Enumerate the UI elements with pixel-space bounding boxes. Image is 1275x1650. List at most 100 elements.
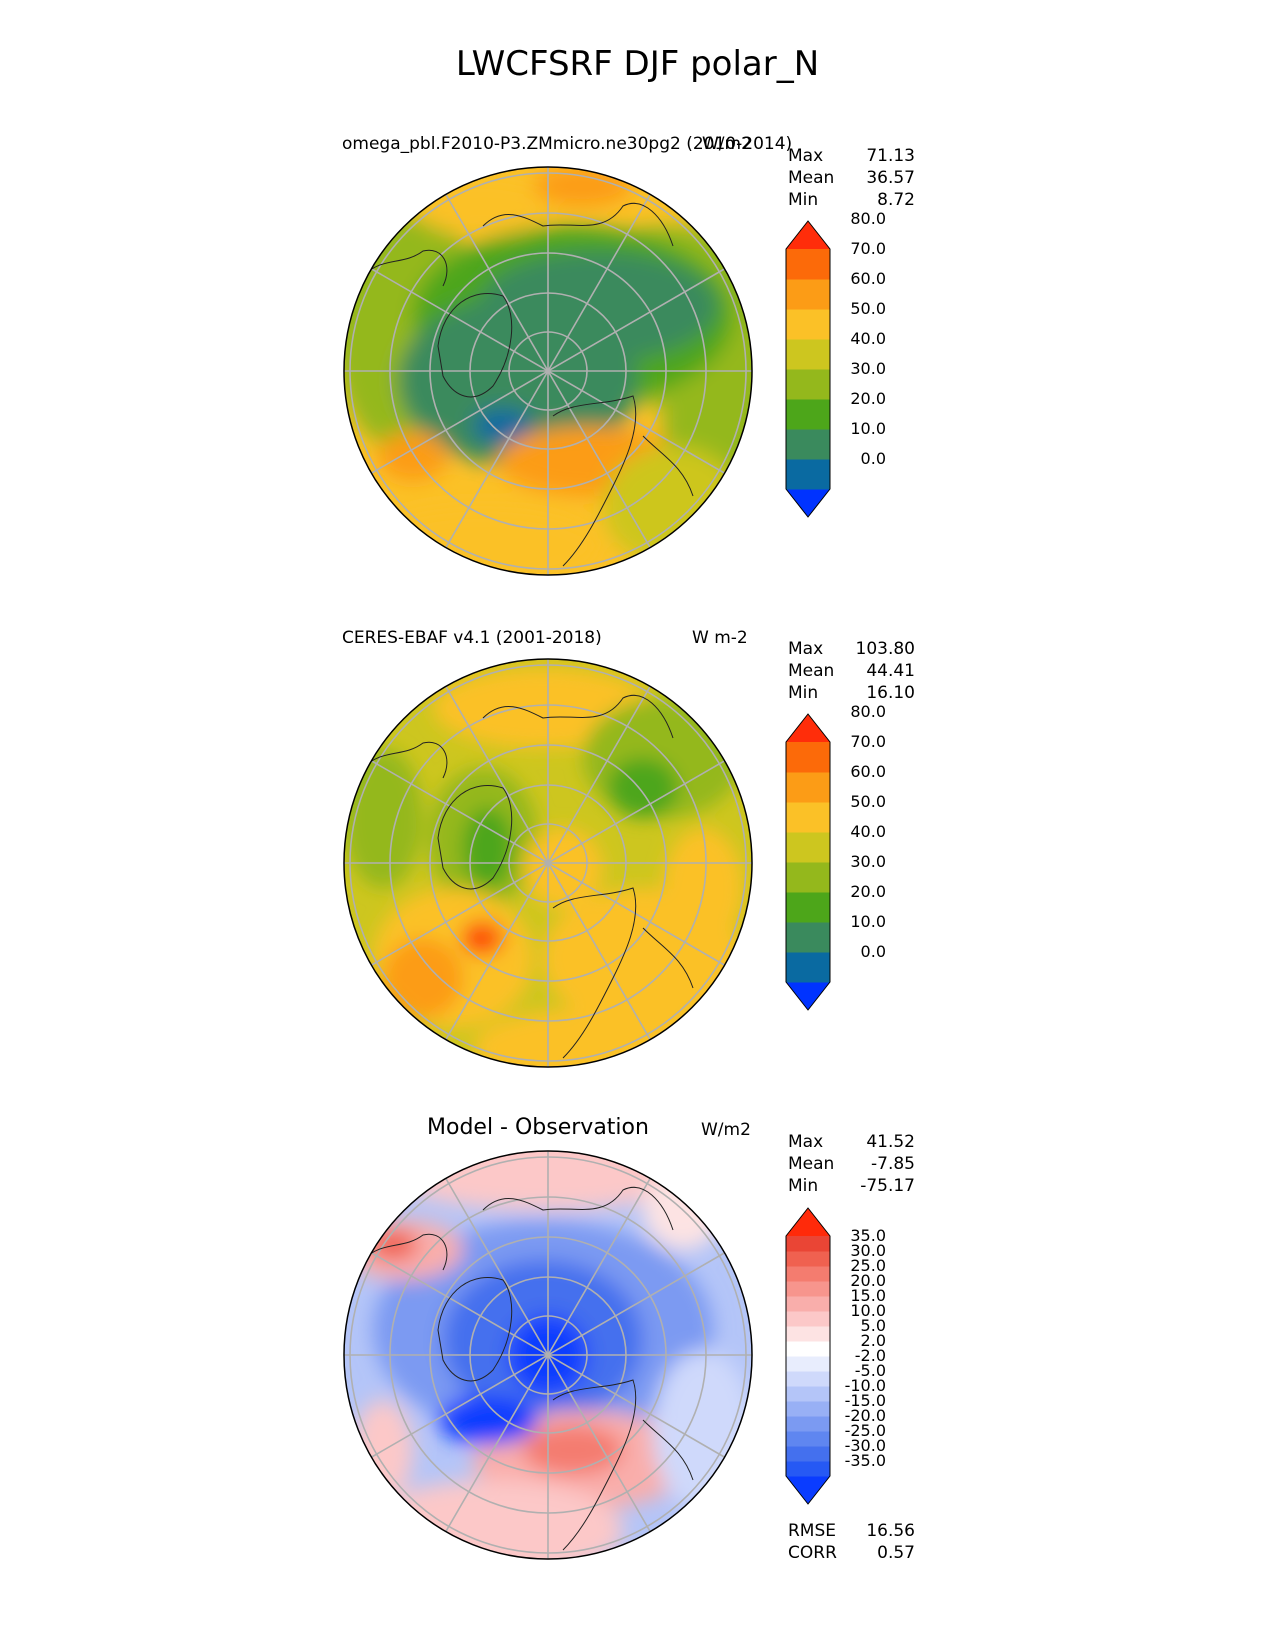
panel-1-polar-map <box>343 166 753 576</box>
panel-1-stat-value-min: 8.72 <box>877 190 915 210</box>
colorbar-tick-label: -25.0 <box>844 1421 886 1440</box>
colorbar-tick-label: 10.0 <box>850 1301 886 1320</box>
diff-colorbar-bin <box>786 1281 830 1297</box>
colorbar-tick-label: -2.0 <box>854 1346 886 1365</box>
diff-colorbar-bin <box>786 1401 830 1417</box>
panel-3-stat-value-min: -75.17 <box>860 1176 915 1196</box>
field-colorbar-extend-min <box>786 982 830 1010</box>
colorbar-tick-label: 30.0 <box>850 359 886 378</box>
diff-colorbar-bin <box>786 1356 830 1372</box>
diff-colorbar-bin <box>786 1251 830 1267</box>
colorbar-tick-label: 50.0 <box>850 299 886 318</box>
colorbar-tick-label: 70.0 <box>850 732 886 751</box>
diff-colorbar-bin <box>786 1431 830 1447</box>
diff-colorbar-bin <box>786 1371 830 1387</box>
colorbar-tick-label: 15.0 <box>850 1286 886 1305</box>
panel-3-rmse-value: 16.56 <box>866 1521 915 1541</box>
colorbar-tick-label: -10.0 <box>844 1376 886 1395</box>
panel-3-stat-label-mean: Mean <box>788 1154 835 1174</box>
panel-3-center-title: Model - Observation <box>427 1115 649 1140</box>
diff-colorbar-extend-max <box>786 1208 830 1236</box>
colorbar-tick-label: 0.0 <box>860 942 886 961</box>
panel-2-stat-value-max: 103.80 <box>855 639 915 659</box>
colorbar-tick-label: 80.0 <box>850 209 886 228</box>
panel-2-left-title: CERES-EBAF v4.1 (2001-2018) <box>342 628 602 648</box>
colorbar-tick-label: 70.0 <box>850 239 886 258</box>
panel-1-stat-value-max: 71.13 <box>866 146 915 166</box>
panel-1-units: W/m2 <box>702 134 752 154</box>
panel-2-stat-label-mean: Mean <box>788 661 835 681</box>
colorbar-tick-label: 35.0 <box>850 1226 886 1245</box>
panel-1-stat-label-max: Max <box>788 146 824 166</box>
diff-colorbar-bin <box>786 1416 830 1432</box>
panel-2-stat-value-mean: 44.41 <box>866 661 915 681</box>
panel-3-stat-value-max: 41.52 <box>866 1132 915 1152</box>
diff-colorbar-extend-min <box>786 1476 830 1504</box>
panel-2-units: W m-2 <box>692 628 748 648</box>
diff-colorbar-bin <box>786 1236 830 1252</box>
panel-3-polar-map <box>343 1150 753 1560</box>
field-colorbar-bin <box>786 369 830 400</box>
panel-2-colorbar <box>785 713 831 1011</box>
colorbar-tick-label: 0.0 <box>860 449 886 468</box>
colorbar-tick-label: -5.0 <box>854 1361 886 1380</box>
colorbar-tick-label: 60.0 <box>850 762 886 781</box>
colorbar-tick-label: 30.0 <box>850 852 886 871</box>
field-colorbar-extend-min <box>786 489 830 517</box>
field-colorbar-bin <box>786 399 830 430</box>
field-colorbar-bin <box>786 802 830 833</box>
colorbar-tick-label: -35.0 <box>844 1451 886 1470</box>
panel-1-colorbar <box>785 220 831 518</box>
field-colorbar-bin <box>786 339 830 370</box>
field-colorbar-bin <box>786 459 830 490</box>
diff-colorbar-bin <box>786 1386 830 1402</box>
diff-colorbar-bin <box>786 1341 830 1357</box>
colorbar-tick-label: 25.0 <box>850 1256 886 1275</box>
colorbar-tick-label: 40.0 <box>850 329 886 348</box>
field-colorbar-bin <box>786 249 830 280</box>
panel-3-stat-label-max: Max <box>788 1132 824 1152</box>
panel-2-stat-label-min: Min <box>788 683 819 703</box>
field-colorbar-extend-max <box>786 714 830 742</box>
colorbar-tick-label: 80.0 <box>850 702 886 721</box>
colorbar-tick-label: -15.0 <box>844 1391 886 1410</box>
field-colorbar-bin <box>786 862 830 893</box>
panel-2-stat-value-min: 16.10 <box>866 683 915 703</box>
colorbar-tick-label: 50.0 <box>850 792 886 811</box>
diff-colorbar-bin <box>786 1311 830 1327</box>
diff-colorbar-bin <box>786 1461 830 1477</box>
panel-3-corr-value: 0.57 <box>877 1543 915 1563</box>
colorbar-tick-label: 20.0 <box>850 1271 886 1290</box>
field-colorbar-outline <box>785 713 831 1011</box>
colorbar-tick-label: 30.0 <box>850 1241 886 1260</box>
panel-1-stat-label-min: Min <box>788 190 819 210</box>
field-colorbar-outline <box>785 220 831 518</box>
field-colorbar-bin <box>786 429 830 460</box>
diff-colorbar-bin <box>786 1326 830 1342</box>
field-colorbar-bin <box>786 772 830 803</box>
panel-1-left-title: omega_pbl.F2010-P3.ZMmicro.ne30pg2 (2010… <box>342 134 793 154</box>
colorbar-tick-label: 40.0 <box>850 822 886 841</box>
colorbar-tick-label: 10.0 <box>850 419 886 438</box>
colorbar-tick-label: 5.0 <box>860 1316 886 1335</box>
panel-3-colorbar <box>785 1207 831 1505</box>
panel-3-stat-value-mean: -7.85 <box>871 1154 915 1174</box>
panel-3-rmse-label: RMSE <box>788 1521 837 1541</box>
figure-title: LWCFSRF DJF polar_N <box>455 44 820 84</box>
panel-3-corr-label: CORR <box>788 1543 837 1563</box>
colorbar-tick-label: 20.0 <box>850 389 886 408</box>
field-colorbar-bin <box>786 309 830 340</box>
field-colorbar-bin <box>786 832 830 863</box>
field-colorbar-bin <box>786 279 830 310</box>
field-colorbar-bin <box>786 922 830 953</box>
field-colorbar-bin <box>786 952 830 983</box>
panel-1-stat-label-mean: Mean <box>788 168 835 188</box>
diff-colorbar-bin <box>786 1446 830 1462</box>
panel-2-polar-map <box>343 658 753 1068</box>
panel-3-units: W/m2 <box>701 1120 751 1140</box>
panel-1-stat-value-mean: 36.57 <box>866 168 915 188</box>
colorbar-tick-label: 10.0 <box>850 912 886 931</box>
diff-colorbar-outline <box>785 1207 831 1505</box>
panel-2-stat-label-max: Max <box>788 639 824 659</box>
colorbar-tick-label: 60.0 <box>850 269 886 288</box>
